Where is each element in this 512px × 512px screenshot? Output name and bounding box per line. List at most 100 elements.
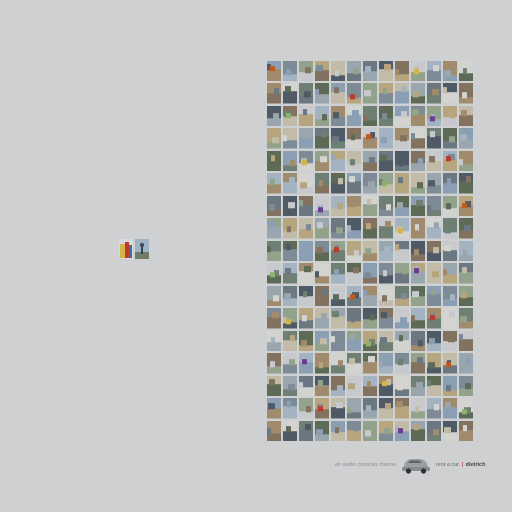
mosaic-photo	[395, 83, 409, 104]
mosaic-photo	[299, 420, 313, 441]
mosaic-photo	[267, 195, 281, 217]
mosaic-photo	[379, 308, 393, 329]
mosaic-photo	[363, 330, 377, 352]
mosaic-photo	[315, 173, 329, 194]
mosaic-photo	[283, 308, 297, 329]
mosaic-photo	[363, 128, 377, 149]
ad-footer: en avión conocés menos rent a car | diet…	[335, 455, 485, 475]
mosaic-photo	[411, 375, 425, 397]
mosaic-photo	[331, 61, 345, 82]
mosaic-photo	[363, 353, 377, 374]
mosaic-photo	[283, 240, 297, 262]
mosaic-photo	[443, 173, 457, 194]
mosaic-photo	[315, 375, 329, 397]
mosaic-photo	[395, 61, 409, 82]
mosaic-photo	[379, 83, 393, 104]
mosaic-photo	[395, 308, 409, 329]
mosaic-photo	[395, 263, 409, 284]
mosaic-photo	[379, 330, 393, 352]
mosaic-photo	[315, 263, 329, 284]
mosaic-photo	[347, 128, 361, 149]
mosaic-photo	[411, 218, 425, 239]
mosaic-photo	[427, 330, 441, 352]
mosaic-photo	[411, 353, 425, 374]
mosaic-photo	[443, 150, 457, 172]
mosaic-photo	[379, 128, 393, 149]
mosaic-photo	[459, 83, 473, 104]
mosaic-photo	[299, 218, 313, 239]
mosaic-photo	[459, 375, 473, 397]
photo-mosaic-grid	[267, 61, 473, 441]
mosaic-photo	[347, 308, 361, 329]
mosaic-photo	[267, 375, 281, 397]
mosaic-photo	[411, 308, 425, 329]
mosaic-photo	[331, 285, 345, 307]
mosaic-photo	[411, 150, 425, 172]
mosaic-photo	[315, 61, 329, 82]
mosaic-photo	[443, 218, 457, 239]
mosaic-photo	[427, 218, 441, 239]
mosaic-photo	[411, 398, 425, 419]
mosaic-photo	[411, 173, 425, 194]
mosaic-photo	[347, 195, 361, 217]
photo-colorful-building	[119, 239, 133, 259]
mosaic-photo	[363, 375, 377, 397]
mosaic-photo	[363, 398, 377, 419]
mosaic-photo	[331, 173, 345, 194]
mosaic-photo	[283, 218, 297, 239]
mosaic-photo	[443, 375, 457, 397]
mosaic-photo	[411, 285, 425, 307]
mosaic-photo	[331, 105, 345, 127]
mosaic-photo	[347, 240, 361, 262]
mosaic-photo	[427, 240, 441, 262]
mosaic-photo	[411, 195, 425, 217]
mosaic-photo	[299, 150, 313, 172]
mosaic-photo	[267, 83, 281, 104]
mosaic-photo	[395, 398, 409, 419]
photo-statue	[135, 239, 149, 259]
mosaic-photo	[315, 330, 329, 352]
mosaic-photo	[379, 398, 393, 419]
mosaic-photo	[331, 420, 345, 441]
mosaic-photo	[459, 353, 473, 374]
mosaic-photo	[427, 308, 441, 329]
mosaic-photo	[395, 150, 409, 172]
mosaic-photo	[315, 150, 329, 172]
mosaic-photo	[315, 195, 329, 217]
mosaic-photo	[315, 128, 329, 149]
mosaic-photo	[267, 398, 281, 419]
brand-name: dietrich	[465, 462, 486, 468]
mosaic-photo	[411, 61, 425, 82]
mosaic-photo	[347, 375, 361, 397]
mosaic-photo	[379, 285, 393, 307]
mosaic-photo	[459, 285, 473, 307]
mosaic-photo	[395, 195, 409, 217]
mosaic-photo	[459, 218, 473, 239]
mosaic-photo	[363, 150, 377, 172]
mosaic-photo	[347, 263, 361, 284]
mosaic-photo	[459, 330, 473, 352]
mosaic-photo	[331, 353, 345, 374]
mosaic-photo	[459, 128, 473, 149]
mosaic-photo	[411, 330, 425, 352]
mosaic-photo	[331, 150, 345, 172]
mosaic-photo	[347, 353, 361, 374]
mosaic-photo	[331, 263, 345, 284]
mosaic-photo	[459, 263, 473, 284]
mosaic-photo	[363, 173, 377, 194]
mosaic-photo	[427, 173, 441, 194]
mosaic-photo	[427, 105, 441, 127]
mosaic-photo	[283, 420, 297, 441]
mosaic-photo	[379, 150, 393, 172]
mosaic-photo	[379, 240, 393, 262]
mosaic-photo	[347, 173, 361, 194]
mosaic-photo	[443, 353, 457, 374]
mosaic-photo	[459, 105, 473, 127]
mosaic-photo	[363, 285, 377, 307]
mosaic-photo	[299, 83, 313, 104]
mosaic-photo	[427, 398, 441, 419]
mosaic-photo	[283, 83, 297, 104]
mosaic-photo	[411, 240, 425, 262]
mosaic-photo	[267, 285, 281, 307]
mosaic-photo	[283, 61, 297, 82]
